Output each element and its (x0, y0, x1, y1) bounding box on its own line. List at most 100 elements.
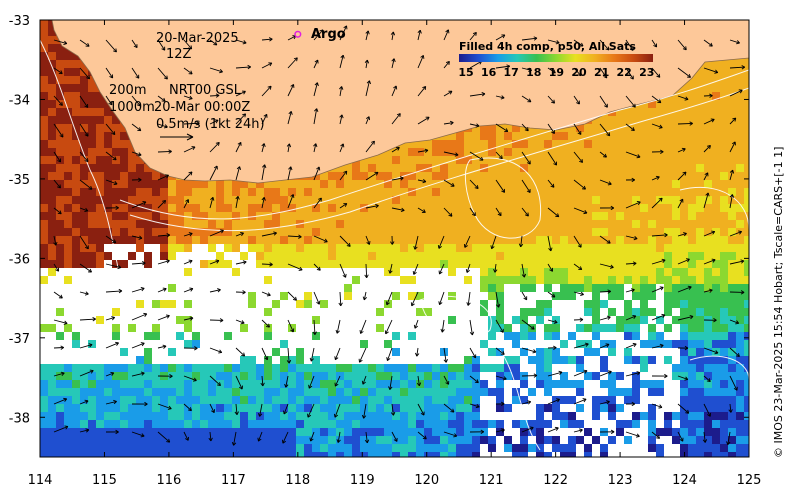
current-arrow (547, 123, 555, 134)
sst-cell (528, 204, 536, 212)
sst-cell (664, 284, 672, 292)
sst-cell (304, 388, 312, 396)
sst-cell (456, 420, 464, 428)
sst-cell (736, 60, 744, 68)
sst-cell (272, 420, 280, 428)
sst-cell (552, 204, 560, 212)
sst-cell (712, 396, 720, 404)
sst-cell (504, 276, 512, 284)
sst-cell (64, 396, 72, 404)
sst-cell (464, 260, 472, 268)
sst-cell (592, 276, 600, 284)
sst-cell (312, 228, 320, 236)
sst-cell (288, 364, 296, 372)
current-arrow (443, 347, 448, 363)
sst-cell (600, 212, 608, 220)
sst-cell (592, 180, 600, 188)
sst-cell (688, 284, 696, 292)
sst-cell (40, 444, 48, 452)
sst-cell (48, 172, 56, 180)
current-arrow (183, 39, 193, 50)
sst-cell (520, 436, 528, 444)
sst-cell (240, 356, 248, 364)
sst-cell (664, 428, 672, 436)
current-arrow (235, 39, 247, 45)
lon-tick-label: 121 (479, 473, 504, 488)
sst-cell (560, 188, 568, 196)
sst-cell (528, 444, 536, 452)
current-arrow (495, 401, 505, 407)
sst-cell (488, 348, 496, 356)
sst-cell (176, 372, 184, 380)
sst-cell (656, 388, 664, 396)
current-arrow (339, 170, 348, 181)
sst-cell (112, 124, 120, 132)
sst-cell (408, 156, 416, 164)
sst-cell (224, 428, 232, 436)
sst-cell (112, 236, 120, 244)
sst-cell (272, 364, 280, 372)
sst-cell (648, 156, 656, 164)
sst-cell (728, 124, 736, 132)
sst-cell (592, 292, 600, 300)
sst-cell (608, 292, 616, 300)
sst-cell (624, 332, 632, 340)
sst-cell (688, 196, 696, 204)
sst-cell (152, 204, 160, 212)
sst-cell (664, 228, 672, 236)
sst-cell (104, 172, 112, 180)
sst-cell (384, 204, 392, 212)
sst-cell (624, 116, 632, 124)
sst-cell (208, 220, 216, 228)
sst-cell (312, 444, 320, 452)
sst-cell (416, 388, 424, 396)
sst-cell (496, 404, 504, 412)
sst-cell (56, 388, 64, 396)
current-arrow (443, 179, 455, 187)
sst-cell (408, 396, 416, 404)
sst-cell (48, 204, 56, 212)
sst-cell (720, 244, 728, 252)
sst-cell (200, 412, 208, 420)
sst-cell (648, 356, 656, 364)
current-arrow (131, 177, 142, 183)
sst-cell (640, 180, 648, 188)
sst-cell (48, 140, 56, 148)
sst-cell (232, 212, 240, 220)
sst-cell (96, 412, 104, 420)
sst-cell (144, 428, 152, 436)
sst-cell (504, 204, 512, 212)
sst-cell (264, 204, 272, 212)
sst-cell (704, 444, 712, 452)
sst-cell (552, 380, 560, 388)
sst-cell (544, 228, 552, 236)
current-arrow (729, 169, 735, 181)
sst-cell (432, 364, 440, 372)
sst-cell (168, 396, 176, 404)
current-arrow (443, 60, 450, 69)
sst-cell (264, 236, 272, 244)
sst-cell (664, 236, 672, 244)
sst-cell (56, 428, 64, 436)
sst-cell (480, 172, 488, 180)
sst-cell (544, 356, 552, 364)
sst-cell (640, 220, 648, 228)
sst-cell (696, 92, 704, 100)
sst-cell (112, 364, 120, 372)
sst-cell (48, 180, 56, 188)
sst-cell (720, 204, 728, 212)
sst-cell (576, 172, 584, 180)
sst-cell (664, 148, 672, 156)
sst-cell (248, 236, 256, 244)
current-arrow (495, 207, 502, 217)
sst-cell (392, 388, 400, 396)
sst-cell (680, 292, 688, 300)
sst-cell (360, 396, 368, 404)
current-arrow (313, 143, 318, 153)
sst-cell (376, 188, 384, 196)
sst-cell (664, 164, 672, 172)
sst-cell (312, 436, 320, 444)
current-arrow (287, 111, 293, 125)
sst-cell (704, 124, 712, 132)
current-arrow (599, 429, 615, 435)
